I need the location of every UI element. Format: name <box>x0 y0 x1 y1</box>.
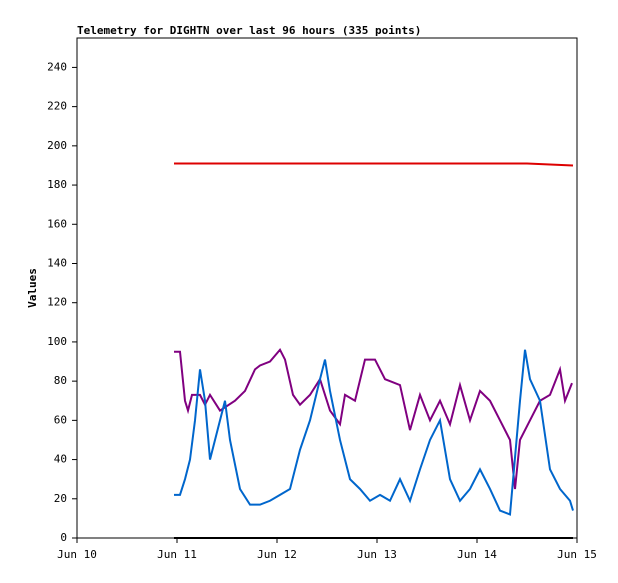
x-tick-label: Jun 11 <box>157 548 197 561</box>
y-tick-label: 180 <box>47 178 67 191</box>
y-tick-label: 140 <box>47 256 67 269</box>
x-tick-label: Jun 10 <box>57 548 97 561</box>
series-line <box>174 347 573 490</box>
y-tick-label: 40 <box>54 453 67 466</box>
y-tick-label: 240 <box>47 60 67 73</box>
y-tick-label: 80 <box>54 374 67 387</box>
y-tick-label: 220 <box>47 100 67 113</box>
y-tick-label: 200 <box>47 139 67 152</box>
series-line <box>174 349 574 516</box>
plot-frame <box>76 37 578 539</box>
y-tick-label: 160 <box>47 217 67 230</box>
y-tick-label: 0 <box>60 531 67 544</box>
y-tick-label: 20 <box>54 492 67 505</box>
x-tick-label: Jun 15 <box>557 548 597 561</box>
y-axis-label: Values <box>26 268 39 308</box>
chart-title: Telemetry for DIGHTN over last 96 hours … <box>77 24 421 37</box>
y-tick-label: 120 <box>47 296 67 309</box>
y-tick-label: 100 <box>47 335 67 348</box>
x-tick-label: Jun 12 <box>257 548 297 561</box>
series-line <box>174 162 574 167</box>
x-tick-label: Jun 13 <box>357 548 397 561</box>
y-tick-label: 60 <box>54 413 67 426</box>
x-tick-label: Jun 14 <box>457 548 497 561</box>
